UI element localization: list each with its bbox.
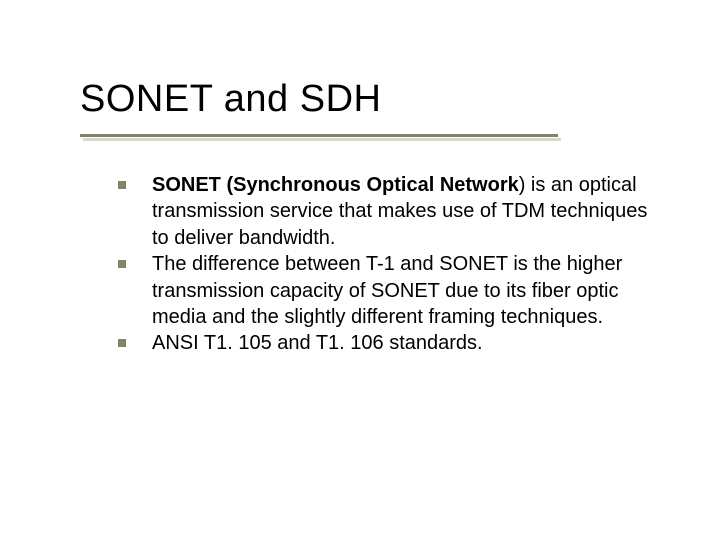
- bullet-icon: [118, 181, 126, 189]
- title-underline-shadow: [83, 138, 561, 141]
- title-underline: [80, 134, 558, 137]
- bullet-text: The difference between T-1 and SONET is …: [152, 251, 658, 330]
- bullet-icon: [118, 339, 126, 347]
- slide: SONET and SDH SONET (Synchronous Optical…: [0, 0, 720, 540]
- list-item: ANSI T1. 105 and T1. 106 standards.: [118, 330, 658, 356]
- bullet-text: SONET (Synchronous Optical Network) is a…: [152, 172, 658, 251]
- bullet-rest: ANSI T1. 105 and T1. 106 standards.: [152, 332, 483, 354]
- bullet-text: ANSI T1. 105 and T1. 106 standards.: [152, 330, 658, 356]
- slide-body: SONET (Synchronous Optical Network) is a…: [118, 172, 658, 357]
- bullet-rest: The difference between T-1 and SONET is …: [152, 253, 622, 328]
- list-item: SONET (Synchronous Optical Network) is a…: [118, 172, 658, 251]
- list-item: The difference between T-1 and SONET is …: [118, 251, 658, 330]
- title-wrap: SONET and SDH: [80, 78, 381, 121]
- bullet-bold: SONET (Synchronous Optical Network: [152, 174, 519, 196]
- slide-title: SONET and SDH: [80, 78, 381, 121]
- bullet-icon: [118, 260, 126, 268]
